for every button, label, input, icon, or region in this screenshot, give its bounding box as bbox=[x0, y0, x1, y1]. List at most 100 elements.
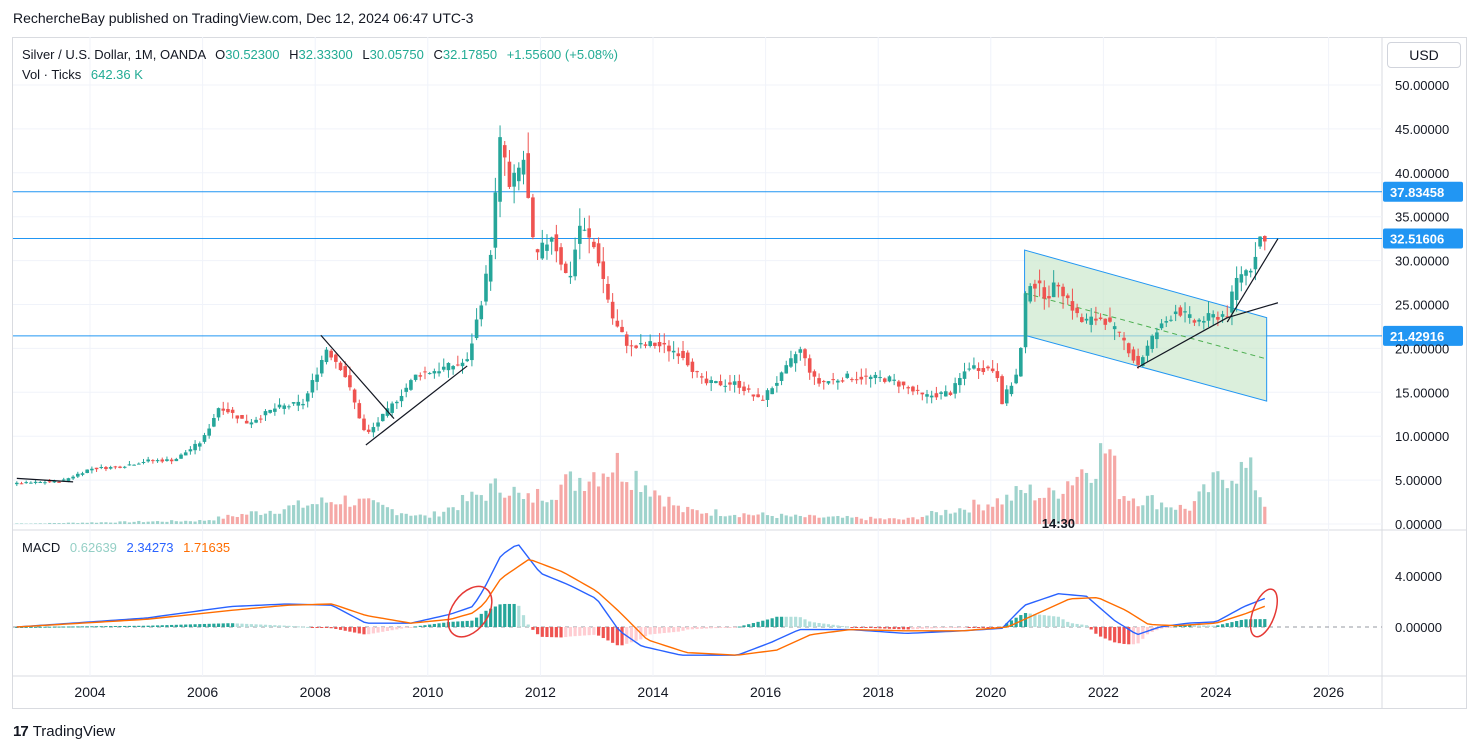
macd-histogram-bar bbox=[245, 623, 249, 627]
volume-bar bbox=[362, 498, 366, 524]
candle-body bbox=[451, 366, 455, 370]
volume-bar bbox=[338, 504, 343, 524]
candle-body bbox=[1028, 286, 1033, 302]
price-tick-label: 20.00000 bbox=[1395, 341, 1449, 356]
candle-body bbox=[1239, 274, 1244, 283]
candle-body bbox=[155, 460, 160, 462]
volume-bar bbox=[292, 505, 296, 524]
candle-body bbox=[765, 390, 770, 400]
candle-body bbox=[47, 481, 52, 483]
candle-body bbox=[1023, 293, 1028, 348]
volume-bar bbox=[601, 473, 605, 524]
candle-body bbox=[601, 261, 606, 279]
macd-histogram-bar bbox=[235, 623, 239, 627]
candle-body bbox=[493, 192, 498, 248]
macd-histogram-bar bbox=[414, 626, 418, 628]
volume-bar bbox=[690, 509, 695, 524]
macd-histogram-bar bbox=[1178, 625, 1182, 627]
volume-bar bbox=[1239, 461, 1243, 524]
macd-histogram-bar bbox=[367, 627, 371, 635]
macd-histogram-bar bbox=[737, 626, 741, 628]
macd-histogram-bar bbox=[643, 627, 648, 637]
volume-bar bbox=[428, 517, 432, 524]
candle-body bbox=[756, 394, 760, 398]
price-level-tag bbox=[1383, 181, 1463, 202]
candle-body bbox=[502, 145, 507, 158]
candle-body bbox=[357, 403, 362, 419]
volume-bar bbox=[803, 517, 807, 524]
price-tick-label: 50.00000 bbox=[1395, 78, 1449, 93]
candle-body bbox=[1216, 316, 1220, 320]
candle-body bbox=[934, 393, 939, 398]
volume-bar bbox=[479, 495, 483, 524]
candle-body bbox=[517, 167, 521, 182]
macd-histogram-bar bbox=[1033, 614, 1037, 627]
macd-legend: MACD 0.62639 2.34273 1.71635 bbox=[22, 540, 230, 555]
volume-bar bbox=[1258, 497, 1262, 524]
macd-histogram-bar bbox=[714, 627, 718, 629]
macd-histogram-bar bbox=[920, 627, 924, 629]
macd-histogram-bar bbox=[456, 621, 460, 627]
candle-body bbox=[624, 334, 629, 346]
price-tick-label: 5.00000 bbox=[1395, 473, 1442, 488]
macd-histogram-bar bbox=[761, 620, 765, 627]
symbol-title[interactable]: Silver / U.S. Dollar, 1M, OANDA bbox=[22, 47, 206, 62]
candle-body bbox=[990, 368, 995, 372]
macd-histogram-bar bbox=[1136, 627, 1140, 644]
volume-bar bbox=[981, 510, 985, 524]
macd-histogram-bar bbox=[287, 625, 291, 627]
volume-bar bbox=[446, 507, 451, 524]
volume-bar bbox=[132, 521, 136, 524]
macd-histogram-bar bbox=[550, 627, 554, 638]
macd-histogram-bar bbox=[296, 626, 300, 628]
candle-body bbox=[925, 394, 929, 397]
volume-bar bbox=[371, 500, 375, 524]
currency-button[interactable]: USD bbox=[1387, 42, 1461, 68]
candle-body bbox=[606, 283, 610, 300]
candle-body bbox=[1183, 311, 1187, 313]
volume-bar bbox=[986, 504, 990, 524]
macd-histogram-bar bbox=[184, 624, 188, 627]
macd-histogram-bar bbox=[395, 627, 399, 630]
macd-histogram-bar bbox=[981, 627, 985, 628]
macd-histogram-bar bbox=[1009, 620, 1014, 627]
volume-bar bbox=[33, 523, 38, 524]
macd-histogram-bar bbox=[991, 627, 995, 628]
macd-histogram-bar bbox=[962, 627, 967, 628]
candle-body bbox=[751, 394, 756, 397]
volume-bar bbox=[733, 514, 737, 524]
candle-body bbox=[249, 422, 254, 425]
macd-tick-label: 0.00000 bbox=[1395, 620, 1442, 635]
macd-label[interactable]: MACD bbox=[22, 540, 61, 555]
volume-label[interactable]: Vol · Ticks bbox=[22, 67, 82, 82]
candle-body bbox=[535, 249, 540, 253]
volume-bar bbox=[916, 519, 920, 524]
chart-frame[interactable] bbox=[12, 37, 1467, 709]
volume-bar bbox=[357, 498, 361, 524]
volume-bar bbox=[948, 513, 953, 524]
volume-bar bbox=[442, 511, 446, 524]
macd-histogram-bar bbox=[1225, 623, 1229, 627]
candle-body bbox=[798, 349, 803, 353]
volume-bar bbox=[123, 521, 127, 524]
volume-bar bbox=[972, 499, 976, 524]
candle-body bbox=[240, 415, 244, 419]
volume-bar bbox=[432, 511, 436, 524]
candle-body bbox=[202, 435, 207, 442]
candle-body bbox=[99, 467, 104, 469]
candle-body bbox=[94, 467, 99, 470]
candle-body bbox=[296, 401, 301, 406]
volume-bar bbox=[1098, 443, 1103, 524]
time-tick-label: 2018 bbox=[863, 684, 894, 700]
candle-body bbox=[1047, 296, 1051, 299]
tradingview-logo[interactable]: 17 TradingView bbox=[13, 723, 115, 740]
candle-body bbox=[460, 362, 465, 367]
candle-body bbox=[151, 460, 155, 462]
candle-body bbox=[620, 326, 624, 333]
volume-bar bbox=[611, 472, 615, 524]
candle-body bbox=[878, 377, 882, 379]
volume-bar bbox=[465, 501, 469, 524]
candle-body bbox=[108, 467, 113, 469]
open-label: O bbox=[215, 47, 226, 62]
